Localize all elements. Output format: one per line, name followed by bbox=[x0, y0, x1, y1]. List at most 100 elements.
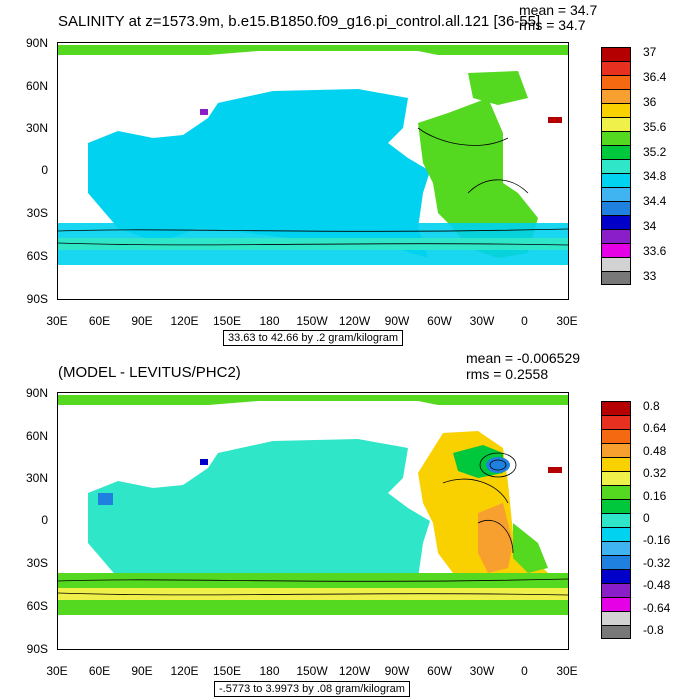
top-lon-tick-label: 120E bbox=[170, 314, 199, 328]
colorbar-swatch bbox=[601, 429, 631, 443]
colorbar-swatch bbox=[601, 201, 631, 215]
colorbar-swatch bbox=[601, 597, 631, 611]
colorbar-swatch bbox=[601, 457, 631, 471]
colorbar-swatch bbox=[601, 145, 631, 159]
top-lon-tick-label: 60E bbox=[88, 314, 111, 328]
bottom-lon-tick-label: 90W bbox=[384, 664, 410, 678]
colorbar-swatch bbox=[601, 485, 631, 499]
colorbar-swatch bbox=[601, 159, 631, 173]
north-atlantic bbox=[468, 71, 528, 105]
colorbar-swatch bbox=[601, 131, 631, 145]
top-lon-tick-label: 90E bbox=[131, 314, 153, 328]
colorbar-label: 34 bbox=[643, 219, 657, 234]
colorbar-swatch bbox=[601, 271, 631, 285]
colorbar-swatch bbox=[601, 569, 631, 583]
top-lon-tick-label: 0 bbox=[521, 314, 528, 328]
top-lat-30s: 30S bbox=[26, 206, 48, 220]
colorbar-label: 0.8 bbox=[643, 399, 660, 413]
colorbar-swatch bbox=[601, 401, 631, 415]
bottom-lon-tick-label: 120W bbox=[338, 664, 371, 678]
colorbar-swatch bbox=[601, 89, 631, 103]
bottom-lon-tick-label: 30E bbox=[46, 664, 68, 678]
bottom-lon-tick-label: 120E bbox=[170, 664, 199, 678]
colorbar-swatch bbox=[601, 513, 631, 527]
bottom-mean: mean = -0.006529 bbox=[466, 350, 581, 366]
colorbar-label: 0.32 bbox=[643, 466, 667, 481]
bottom-lon-tick-label: 60W bbox=[427, 664, 452, 678]
colorbar-label: 34.8 bbox=[643, 169, 667, 184]
top-lon-tick-label: 30W bbox=[469, 314, 495, 328]
top-colorbar: 37 36.4 36 35.6 35.2 34.8 34.4 34 33.6 33 bbox=[601, 45, 700, 287]
pacific-indian-basin bbox=[88, 439, 430, 608]
bottom-lon-tick-label: 0 bbox=[521, 664, 528, 678]
bottom-lon-tick-label: 150W bbox=[296, 664, 328, 678]
bottom-lat-60s: 60S bbox=[26, 599, 48, 613]
colorbar-swatch bbox=[601, 499, 631, 513]
med-outflow bbox=[548, 117, 562, 123]
arctic-ocean bbox=[58, 45, 568, 55]
colorbar-swatch bbox=[601, 187, 631, 201]
colorbar-label: 35.2 bbox=[643, 144, 667, 159]
bottom-lat-30n: 30N bbox=[25, 471, 48, 485]
bottom-colorbar: 0.8 0.64 0.48 0.32 0.16 0 -0.16 -0.32 -0.48 -0.64… bbox=[601, 399, 700, 641]
colorbar-swatch bbox=[601, 257, 631, 271]
colorbar-label: 0.64 bbox=[643, 421, 667, 436]
colorbar-swatch bbox=[601, 117, 631, 131]
colorbar-swatch bbox=[601, 583, 631, 597]
colorbar-label: -0.32 bbox=[643, 555, 671, 570]
colorbar-swatch bbox=[601, 103, 631, 117]
top-lon-tick-label: 150E bbox=[212, 314, 242, 328]
colorbar-swatch bbox=[601, 541, 631, 555]
colorbar-swatch bbox=[601, 611, 631, 625]
colorbar-label: 37 bbox=[643, 45, 657, 59]
bottom-plot-title: (MODEL - LEVITUS/PHC2) bbox=[58, 364, 241, 381]
colorbar-swatch bbox=[601, 471, 631, 485]
med-outflow bbox=[548, 467, 562, 473]
top-plot-title: SALINITY at z=1573.9m, b.e15.B1850.f09_g… bbox=[58, 13, 541, 30]
colorbar-swatch bbox=[601, 61, 631, 75]
top-rms: rms = 34.7 bbox=[519, 17, 586, 33]
top-lon-tick-label: 90W bbox=[384, 314, 410, 328]
colorbar-label: -0.16 bbox=[643, 533, 671, 548]
bottom-lon-tick-label: 180 bbox=[259, 664, 280, 678]
pacific-indian-basin bbox=[88, 89, 430, 258]
bottom-range-label: -.5773 to 3.9973 by .08 gram/kilogram bbox=[214, 681, 410, 697]
colorbar-label: -0.48 bbox=[643, 578, 671, 593]
top-map bbox=[57, 42, 569, 300]
sea-of-japan bbox=[200, 109, 208, 115]
colorbar-swatch bbox=[601, 625, 631, 639]
top-map-svg bbox=[58, 43, 568, 299]
colorbar-swatch bbox=[601, 173, 631, 187]
arctic-ocean bbox=[58, 395, 568, 405]
top-range-label: 33.63 to 42.66 by .2 gram/kilogram bbox=[223, 330, 403, 346]
top-lon-tick-label: 30E bbox=[46, 314, 68, 328]
bottom-lat-60n: 60N bbox=[25, 429, 48, 443]
colorbar-swatch bbox=[601, 527, 631, 541]
top-lon-tick-label: 150W bbox=[296, 314, 328, 328]
bottom-lon-tick-label: 90E bbox=[131, 664, 153, 678]
colorbar-label: 0 bbox=[643, 511, 650, 525]
colorbar-swatch bbox=[601, 555, 631, 569]
top-lat-0: 0 bbox=[41, 163, 48, 177]
colorbar-swatch bbox=[601, 215, 631, 229]
bottom-lon-tick-label: 30E bbox=[556, 664, 578, 678]
colorbar-swatch bbox=[601, 75, 631, 89]
bottom-map bbox=[57, 392, 569, 650]
bottom-map-svg bbox=[58, 393, 568, 649]
top-lon-tick-label: 120W bbox=[338, 314, 371, 328]
top-lat-60n: 60N bbox=[25, 79, 48, 93]
north-atlantic-min bbox=[486, 457, 510, 473]
colorbar-label: -0.8 bbox=[643, 623, 664, 637]
arabian-sea bbox=[98, 493, 113, 505]
bottom-lon-tick-label: 60E bbox=[88, 664, 111, 678]
colorbar-label: 34.4 bbox=[643, 194, 667, 209]
top-lon-tick-label: 180 bbox=[259, 314, 280, 328]
top-lat-90s: 90S bbox=[26, 292, 48, 306]
colorbar-swatch bbox=[601, 229, 631, 243]
bottom-lon-tick-label: 150E bbox=[212, 664, 242, 678]
colorbar-label: 33 bbox=[643, 269, 657, 283]
top-mean: mean = 34.7 bbox=[519, 2, 598, 18]
bottom-lat-90s: 90S bbox=[26, 642, 48, 656]
top-lat-90n: 90N bbox=[25, 36, 48, 50]
colorbar-label: 36.4 bbox=[643, 69, 667, 84]
